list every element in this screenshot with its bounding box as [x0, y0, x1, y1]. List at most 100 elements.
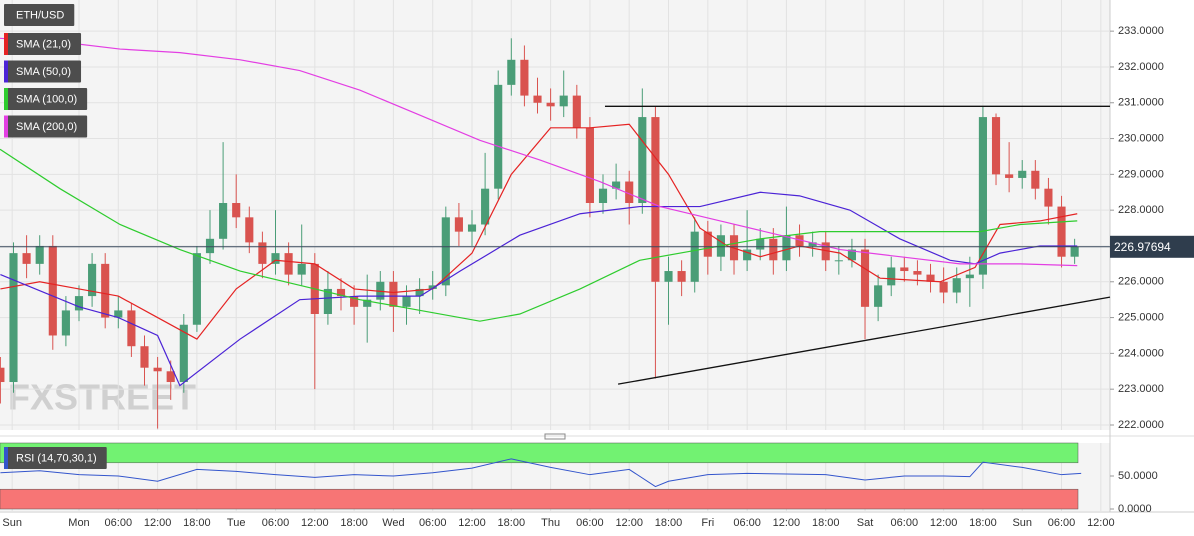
- candle-body: [0, 367, 5, 383]
- y-tick-label: 50.0000: [1118, 470, 1158, 482]
- candle-body: [219, 203, 228, 239]
- candle-body: [467, 224, 477, 232]
- candle-body: [1031, 170, 1040, 189]
- x-tick-label: 06:00: [733, 517, 761, 529]
- candle-body: [782, 235, 791, 261]
- candle-body: [769, 238, 778, 261]
- candle-body: [192, 253, 201, 325]
- candle-body: [1018, 170, 1027, 178]
- x-tick-label: 18:00: [655, 517, 683, 529]
- x-tick-label: 18:00: [183, 517, 211, 529]
- x-tick-label: 12:00: [144, 517, 172, 529]
- legend-label: SMA (21,0): [16, 38, 71, 50]
- candle-body: [598, 188, 608, 204]
- legend-swatch: [4, 88, 8, 110]
- candle-body: [35, 245, 44, 264]
- candle-body: [22, 253, 31, 264]
- candle-body: [926, 274, 935, 282]
- legend-label: ETH/USD: [16, 9, 64, 21]
- candle-body: [743, 249, 752, 261]
- candle-body: [74, 296, 84, 311]
- y-tick-label: 229.0000: [1118, 168, 1164, 180]
- candle-body: [821, 242, 830, 261]
- legend-label: SMA (100,0): [16, 93, 77, 105]
- y-tick-label: 222.0000: [1118, 419, 1164, 431]
- candle-body: [677, 271, 686, 282]
- candle-body: [690, 231, 699, 282]
- x-tick-label: 18:00: [812, 517, 840, 529]
- x-tick-label: 18:00: [498, 517, 526, 529]
- legend-label: RSI (14,70,30,1): [16, 452, 97, 464]
- candle-body: [428, 285, 437, 289]
- candle-body: [703, 231, 712, 257]
- x-tick-label: 18:00: [340, 517, 368, 529]
- legend-label: SMA (50,0): [16, 66, 71, 78]
- candle-body: [808, 242, 817, 246]
- candle-body: [481, 188, 490, 225]
- rsi-band: [0, 488, 1079, 510]
- candle-body: [9, 253, 18, 383]
- sma-line: [0, 148, 1078, 322]
- candle-body: [258, 242, 267, 264]
- x-tick-label: Sun: [1012, 517, 1032, 529]
- candle-body: [900, 267, 909, 272]
- candle-body: [1057, 206, 1066, 257]
- y-tick-label: 231.0000: [1118, 97, 1164, 109]
- candle-body: [232, 203, 241, 218]
- candle-body: [389, 281, 398, 307]
- candle-body: [585, 127, 594, 204]
- candle-body: [245, 217, 254, 243]
- legend-item[interactable]: RSI (14,70,30,1): [4, 447, 107, 469]
- candle-body: [965, 274, 974, 279]
- candle-body: [61, 310, 70, 336]
- resize-handle[interactable]: [544, 433, 566, 440]
- x-tick-label: Sat: [857, 517, 874, 529]
- candle-body: [860, 249, 870, 307]
- legend-item[interactable]: SMA (50,0): [4, 60, 82, 83]
- candle-body: [350, 296, 359, 307]
- candle-body: [140, 346, 149, 368]
- x-tick-label: 18:00: [969, 517, 997, 529]
- sma-line: [0, 37, 1078, 267]
- y-tick-label: 232.0000: [1118, 61, 1164, 73]
- candle-body: [153, 367, 162, 372]
- legend-title[interactable]: ETH/USD: [4, 4, 75, 26]
- y-tick-label: 226.0000: [1118, 276, 1164, 288]
- x-tick-label: 12:00: [615, 517, 643, 529]
- x-tick-label: 06:00: [891, 517, 919, 529]
- x-tick-label: Tue: [227, 517, 246, 529]
- rsi-line: [0, 458, 1082, 488]
- candle-body: [978, 117, 987, 275]
- y-tick-label: 228.0000: [1118, 204, 1164, 216]
- candle-body: [834, 260, 843, 262]
- legend-item[interactable]: SMA (100,0): [4, 88, 88, 110]
- candle-body: [572, 95, 581, 128]
- x-tick-label: Fri: [701, 517, 714, 529]
- x-tick-label: 12:00: [458, 517, 486, 529]
- x-tick-label: Sun: [2, 517, 22, 529]
- last-price-label: 226.97694: [1114, 240, 1171, 254]
- candle-body: [1044, 188, 1053, 207]
- sma-line: [0, 123, 1078, 340]
- x-tick-label: 12:00: [301, 517, 329, 529]
- x-tick-label: Wed: [382, 517, 404, 529]
- candle-body: [88, 263, 97, 297]
- candle-body: [297, 263, 306, 275]
- x-tick-label: 06:00: [419, 517, 447, 529]
- x-tick-label: 12:00: [1087, 517, 1115, 529]
- candle-body: [1070, 246, 1079, 257]
- candle-body: [284, 253, 293, 275]
- candle-body: [625, 181, 634, 204]
- y-tick-label: 230.0000: [1118, 132, 1164, 144]
- legend-item[interactable]: SMA (21,0): [4, 33, 82, 55]
- candle-body: [402, 296, 411, 307]
- trendline: [617, 296, 1111, 385]
- candle-body: [271, 253, 280, 264]
- legend-item[interactable]: SMA (200,0): [4, 115, 88, 138]
- candle-body: [1005, 174, 1014, 178]
- legend-label: SMA (200,0): [16, 121, 77, 133]
- x-tick-label: 12:00: [773, 517, 801, 529]
- x-tick-label: 12:00: [930, 517, 958, 529]
- x-tick-label: Mon: [68, 517, 89, 529]
